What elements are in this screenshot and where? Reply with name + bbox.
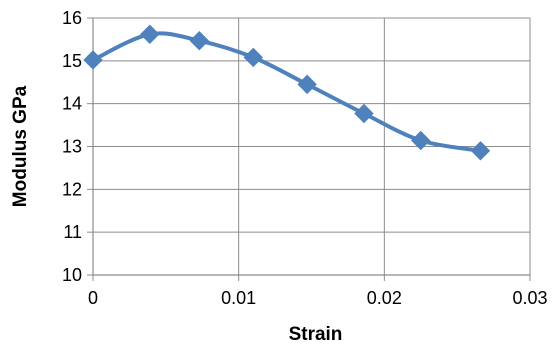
data-point-marker (297, 74, 317, 95)
x-tick-label: 0.02 (367, 288, 402, 308)
data-point-marker (470, 141, 491, 161)
y-tick-label: 11 (63, 222, 82, 242)
data-point-marker (411, 130, 431, 151)
x-tick-label: 0 (88, 288, 98, 308)
y-tick-label: 12 (62, 179, 82, 199)
grid (92, 17, 531, 276)
y-tick-label: 10 (62, 265, 82, 285)
y-tick-label: 14 (62, 94, 82, 114)
plot-area (83, 24, 491, 161)
x-axis-label: Strain (289, 324, 343, 345)
data-point-marker (83, 50, 103, 70)
x-tick-label: 0.03 (512, 288, 547, 308)
axes (87, 17, 531, 281)
data-point-marker (140, 24, 160, 44)
y-tick-label: 15 (62, 51, 82, 71)
tick-labels: 10 11 12 13 14 15 16 0 0.01 0.02 0.03 (62, 8, 548, 308)
y-axis-label: Modulus GPa (10, 85, 31, 207)
data-point-marker (243, 47, 263, 68)
y-tick-label: 16 (62, 8, 82, 28)
data-point-marker (189, 30, 210, 51)
x-tick-label: 0.01 (221, 288, 256, 308)
y-tick-label: 13 (62, 137, 82, 157)
data-point-marker (354, 103, 374, 124)
